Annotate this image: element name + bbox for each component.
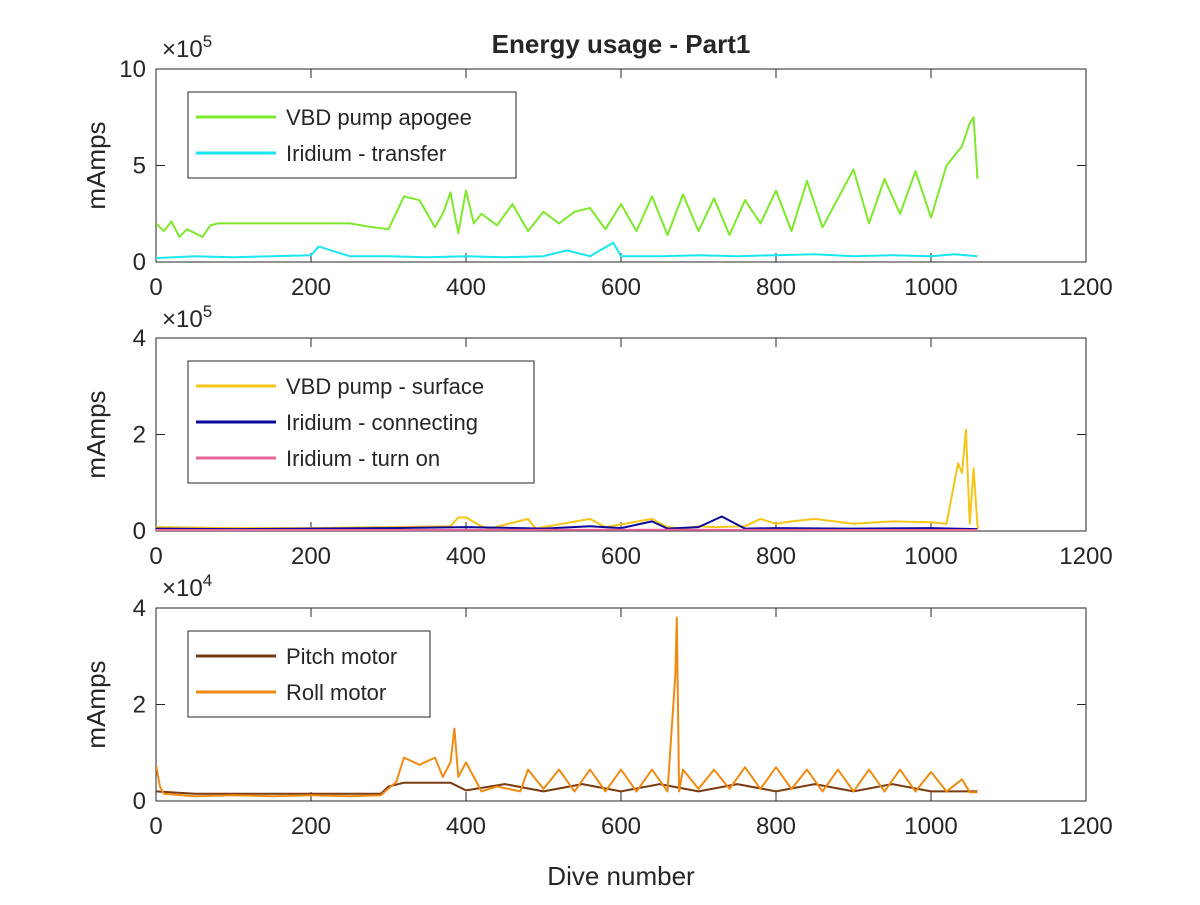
y-multiplier: ×105 — [162, 32, 212, 63]
y-axis-label: mAmps — [81, 660, 111, 748]
x-tick-label: 0 — [149, 813, 162, 840]
x-axis-label: Dive number — [547, 861, 695, 891]
legend-label: Iridium - transfer — [286, 141, 446, 166]
x-tick-label: 600 — [601, 274, 641, 301]
subplot-2: 0 200 400 600 800 1000 1200 0 2 4 ×105 mAmps VBD pum… — [81, 302, 1113, 570]
x-tick-label: 200 — [291, 543, 331, 570]
subplot-1: 0 200 400 600 800 1000 1200 0 5 10 ×105 mAmps VBD pu… — [81, 32, 1113, 301]
y-tick-label: 2 — [133, 422, 146, 449]
legend-label: Iridium - connecting — [286, 410, 478, 435]
x-tick-label: 600 — [601, 813, 641, 840]
y-tick-label: 0 — [133, 518, 146, 545]
x-tick-label: 400 — [446, 813, 486, 840]
x-tick-label: 800 — [756, 543, 796, 570]
x-tick-label: 600 — [601, 543, 641, 570]
y-tick-label: 10 — [119, 56, 146, 83]
x-tick-label: 1000 — [904, 274, 957, 301]
y-tick-label: 2 — [133, 692, 146, 719]
y-tick-label: 0 — [133, 788, 146, 815]
legend-label: Iridium - turn on — [286, 446, 440, 471]
chart-title: Energy usage - Part1 — [492, 29, 751, 59]
y-tick-label: 5 — [133, 153, 146, 180]
legend-label: Roll motor — [286, 680, 386, 705]
x-tick-label: 200 — [291, 274, 331, 301]
x-tick-label: 800 — [756, 813, 796, 840]
y-axis-label: mAmps — [81, 121, 111, 209]
x-tick-label: 1200 — [1059, 274, 1112, 301]
y-multiplier: ×105 — [162, 302, 212, 333]
x-tick-label: 1200 — [1059, 813, 1112, 840]
x-tick-label: 0 — [149, 274, 162, 301]
x-tick-label: 400 — [446, 274, 486, 301]
legend-label: VBD pump - surface — [286, 374, 484, 399]
y-tick-label: 4 — [133, 325, 146, 352]
x-tick-label: 400 — [446, 543, 486, 570]
x-tick-label: 0 — [149, 543, 162, 570]
subplot-3: 0 200 400 600 800 1000 1200 0 2 4 ×104 mAmps Pitch m… — [81, 571, 1113, 840]
y-tick-label: 0 — [133, 249, 146, 276]
x-tick-label: 1000 — [904, 813, 957, 840]
legend-label: VBD pump apogee — [286, 105, 472, 130]
x-tick-label: 200 — [291, 813, 331, 840]
x-tick-label: 1200 — [1059, 543, 1112, 570]
x-tick-label: 1000 — [904, 543, 957, 570]
legend-label: Pitch motor — [286, 644, 397, 669]
x-tick-label: 800 — [756, 274, 796, 301]
y-axis-label: mAmps — [81, 390, 111, 478]
y-tick-label: 4 — [133, 595, 146, 622]
y-multiplier: ×104 — [162, 571, 212, 602]
